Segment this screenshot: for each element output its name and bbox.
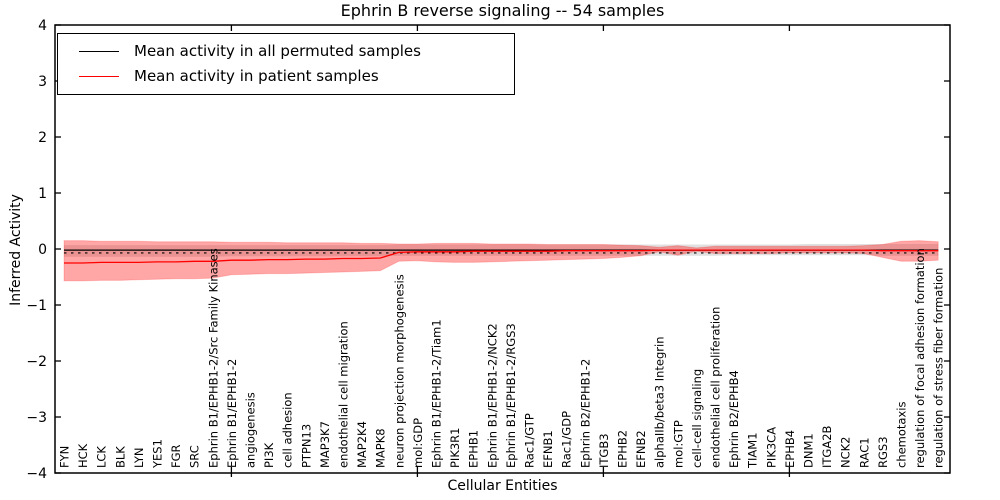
x-category-label: neuron projection morphogenesis (392, 274, 406, 468)
x-category-label: Ephrin B1/EPHB1-2/Tiam1 (430, 319, 444, 468)
patient-mean-line (64, 249, 939, 264)
x-category-label: BLK (113, 446, 127, 468)
y-tick-label: 2 (38, 130, 47, 146)
x-category-label: EPHB4 (783, 430, 797, 468)
x-category-label: regulation of focal adhesion formation (913, 248, 927, 468)
x-category-label: cell adhesion (281, 392, 295, 468)
x-category-label: MAPK8 (374, 428, 388, 468)
y-tick-label: 0 (38, 242, 47, 258)
x-category-label: EPHB2 (616, 430, 630, 468)
x-category-label: EFNB2 (634, 430, 648, 468)
x-category-label: alphaIIb/beta3 Integrin (653, 336, 667, 468)
x-category-label: PTPN13 (299, 424, 313, 468)
x-category-label: Ephrin B2/EPHB4 (727, 370, 741, 468)
x-category-label: NCK2 (839, 437, 853, 469)
legend: Mean activity in all permuted samples Me… (57, 33, 515, 95)
x-category-label: endothelial cell migration (337, 321, 351, 468)
x-category-label: Rac1/GTP (523, 413, 537, 468)
x-category-label: Ephrin B1/EPHB1-2/Src Family Kinases (206, 248, 220, 468)
x-category-label: PIK3CA (764, 427, 778, 468)
legend-item-patient: Mean activity in patient samples (58, 69, 514, 84)
x-category-label: regulation of stress fiber formation (932, 268, 946, 468)
x-category-label: EPHB1 (467, 430, 481, 468)
x-category-label: TIAM1 (746, 432, 760, 469)
y-tick-label: 3 (38, 74, 47, 90)
x-category-label: MAP3K7 (318, 421, 332, 468)
x-category-label: PIK3R1 (448, 428, 462, 469)
y-tick-label: −1 (26, 298, 47, 314)
legend-item-permuted: Mean activity in all permuted samples (58, 44, 514, 59)
x-category-label: chemotaxis (895, 402, 909, 468)
x-category-label: DNM1 (802, 433, 816, 468)
x-category-label: mol:GTP (671, 420, 685, 468)
x-category-label: FYN (58, 446, 72, 468)
legend-label-patient: Mean activity in patient samples (134, 67, 379, 85)
x-category-label: LCK (95, 446, 109, 468)
x-category-label: RGS3 (876, 436, 890, 468)
x-category-label: Ephrin B1/EPHB1-2/RGS3 (504, 323, 518, 468)
y-axis-label: Inferred Activity (8, 194, 24, 306)
x-category-label: YES1 (151, 439, 165, 469)
x-category-label: Rac1/GDP (560, 411, 574, 468)
y-tick-label: 1 (38, 186, 47, 202)
y-tick-label: −4 (26, 466, 47, 482)
x-category-label: Ephrin B2/EPHB1-2 (578, 359, 592, 468)
x-category-label: PI3K (262, 442, 276, 468)
x-category-label: MAP2K4 (355, 421, 369, 468)
x-category-label: FGR (169, 444, 183, 468)
y-tick-label: 4 (38, 18, 47, 34)
x-category-label: mol:GDP (411, 418, 425, 468)
chart-title: Ephrin B reverse signaling -- 54 samples (340, 1, 665, 20)
x-category-label: endothelial cell proliferation (709, 307, 723, 468)
x-category-label: RAC1 (857, 437, 871, 468)
patient-line-swatch (79, 76, 119, 77)
x-axis-label: Cellular Entities (447, 478, 558, 494)
x-category-label: HCK (76, 443, 90, 468)
x-category-label: EFNB1 (541, 430, 555, 468)
y-tick-label: −2 (26, 354, 47, 370)
legend-label-permuted: Mean activity in all permuted samples (134, 42, 421, 60)
x-category-label: ITGB3 (597, 433, 611, 468)
x-category-label: ITGA2B (820, 425, 834, 468)
x-category-label: LYN (132, 447, 146, 468)
x-category-label: angiogenesis (244, 392, 258, 468)
permuted-line-swatch (79, 51, 119, 52)
y-tick-label: −3 (26, 410, 47, 426)
x-category-label: SRC (188, 445, 202, 468)
x-category-label: Ephrin B1/EPHB1-2 (225, 359, 239, 468)
x-category-label: cell-cell signaling (690, 369, 704, 468)
x-category-label: Ephrin B1/EPHB1-2/NCK2 (485, 323, 499, 468)
